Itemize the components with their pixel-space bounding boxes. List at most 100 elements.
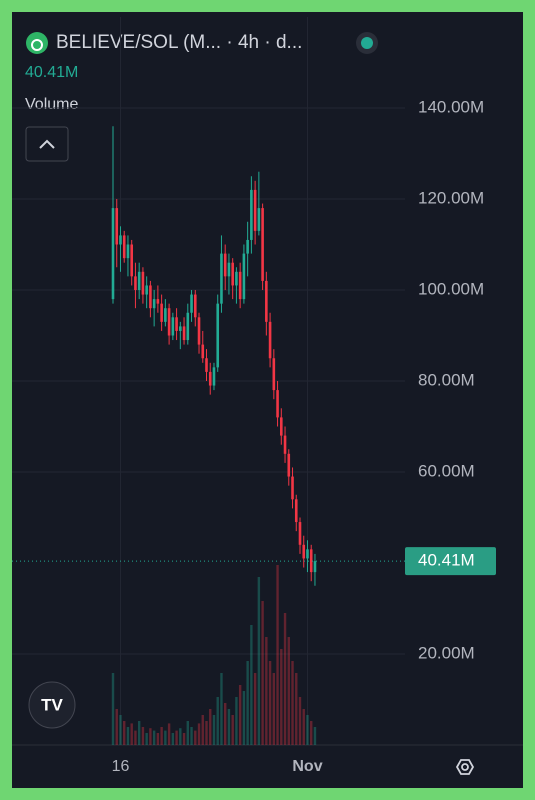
y-tick-label: 20.00M — [418, 643, 475, 662]
volume-bar — [152, 730, 156, 745]
candle-body — [149, 285, 152, 309]
candle-body — [164, 308, 167, 322]
candle-body — [294, 499, 298, 523]
candle-body — [193, 294, 197, 318]
collapse-button[interactable] — [25, 126, 69, 162]
volume-bar — [295, 673, 298, 745]
volume-bar — [197, 723, 201, 745]
candle-body — [253, 189, 257, 231]
volume-bar — [156, 733, 160, 745]
candle-body — [250, 189, 253, 240]
tv-logo[interactable] — [28, 681, 76, 729]
volume-bar — [190, 727, 193, 745]
volume-bar — [253, 673, 257, 745]
status-dot — [361, 37, 373, 49]
candle-body — [160, 303, 163, 322]
volume-bar — [291, 661, 294, 745]
settings-icon[interactable] — [455, 759, 475, 775]
volume-bar — [227, 709, 231, 745]
volume-bar — [119, 715, 122, 745]
candle-body — [208, 371, 212, 386]
y-tick-label: 100.00M — [418, 279, 484, 298]
candle-body — [227, 262, 231, 277]
candle-body — [287, 453, 291, 477]
last-price-box — [405, 547, 496, 576]
volume-bar — [201, 715, 204, 745]
y-tick-label: 140.00M — [418, 97, 484, 116]
candle-body — [238, 271, 242, 300]
candle-body — [265, 280, 268, 322]
symbol-title: BELIEVE/SOL (M... · 4h · d... — [56, 32, 302, 53]
candle-body — [145, 285, 148, 295]
candle-body — [201, 344, 205, 359]
volume-bar — [115, 709, 118, 745]
volume-bar — [160, 727, 163, 745]
volume-bar — [287, 637, 290, 745]
x-tick-label: 16 — [112, 758, 130, 775]
candle-body — [298, 522, 302, 545]
plot: 20.00M 60.00M 80.00M 100.00M 120.00M 140.00M 1… — [12, 17, 496, 775]
volume-bar — [205, 721, 208, 745]
volume-bar — [242, 691, 246, 745]
volume-bar — [224, 703, 227, 745]
volume-bar — [186, 721, 189, 745]
candle-body — [137, 271, 141, 290]
y-tick-label: 120.00M — [418, 188, 484, 207]
candle-body — [220, 253, 223, 304]
candle-body — [111, 208, 115, 300]
volume-bar — [171, 733, 175, 745]
candle-body — [216, 303, 220, 368]
volume-bar — [250, 625, 253, 745]
candle-body — [182, 326, 186, 341]
volume-bar — [141, 727, 145, 745]
candle-body — [134, 276, 137, 290]
candle-body — [306, 549, 309, 559]
volume-bar — [126, 727, 130, 745]
candle-body — [280, 417, 283, 436]
candle-body — [152, 299, 156, 309]
candle-body — [141, 271, 145, 295]
volume-bar — [313, 727, 317, 745]
volume-bar — [216, 697, 219, 745]
candle-body — [190, 294, 193, 313]
candle-body — [212, 367, 216, 386]
volume-bar — [276, 565, 279, 745]
candle-body — [283, 435, 287, 454]
candle-body — [268, 321, 272, 359]
volume-bar — [167, 723, 171, 745]
candle-body — [291, 476, 294, 500]
volume-bar — [310, 721, 313, 745]
volume-bar — [231, 715, 234, 745]
last-price-label: 40.41M — [418, 551, 475, 570]
chart-panel — [12, 12, 523, 788]
candle-body — [130, 244, 133, 277]
volume-bar — [137, 721, 141, 745]
settings-icon-center — [461, 763, 469, 771]
candle-body — [246, 239, 249, 254]
candle-body — [115, 208, 119, 245]
volume-bar — [265, 637, 268, 745]
volume-bar — [272, 673, 276, 745]
candle-body — [122, 235, 126, 259]
volume-bar — [130, 723, 133, 745]
y-tick-label: 80.00M — [418, 370, 475, 389]
volume-bar — [145, 733, 148, 745]
volume-bar — [164, 730, 167, 745]
volume-bar — [123, 721, 126, 745]
candle-body — [223, 253, 227, 277]
volume-bar — [238, 685, 242, 745]
candle-body — [119, 235, 122, 245]
volume-bar — [268, 661, 272, 745]
volume-bar — [246, 661, 249, 745]
volume-bar — [134, 730, 137, 745]
volume-bar — [298, 697, 302, 745]
candle-body — [171, 317, 175, 336]
candle-body — [179, 326, 182, 331]
candle-body — [235, 271, 238, 286]
volume-bar — [175, 730, 178, 745]
candle-body — [242, 253, 246, 300]
volume-bar — [209, 709, 212, 745]
volume-bar — [212, 715, 216, 745]
volume-bar — [111, 673, 115, 745]
volume-bar — [194, 730, 197, 745]
